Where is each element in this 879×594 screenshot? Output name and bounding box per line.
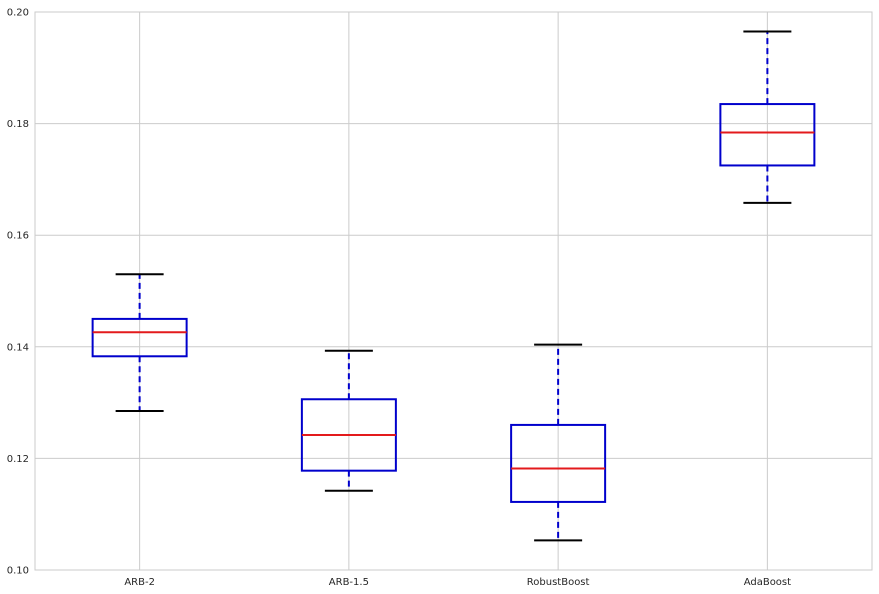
iqr-box (510, 423, 607, 503)
x-tick-label: ARB-1.5 (329, 577, 369, 588)
x-tick-label: RobustBoost (527, 577, 590, 588)
box-arb-1-5 (300, 349, 397, 492)
y-tick-labels: 0.10 0.12 0.14 0.16 0.18 0.20 (7, 8, 29, 577)
y-tick-label: 0.20 (7, 8, 29, 19)
box-arb-2 (91, 273, 188, 412)
boxes (91, 30, 816, 542)
iqr-box (91, 317, 188, 358)
y-tick-label: 0.10 (7, 566, 29, 577)
box-adaboost (719, 30, 816, 204)
x-tick-labels: ARB-2 ARB-1.5 RobustBoost AdaBoost (124, 577, 791, 588)
box-robustboost (510, 343, 607, 542)
grid-lines (35, 11, 872, 571)
y-tick-label: 0.12 (7, 454, 29, 465)
x-tick-label: AdaBoost (744, 577, 791, 588)
plot-area (34, 11, 873, 571)
y-tick-label: 0.16 (7, 231, 29, 242)
x-tick-label: ARB-2 (124, 577, 155, 588)
y-tick-label: 0.18 (7, 119, 29, 130)
iqr-box (719, 103, 816, 167)
y-tick-label: 0.14 (7, 342, 29, 353)
